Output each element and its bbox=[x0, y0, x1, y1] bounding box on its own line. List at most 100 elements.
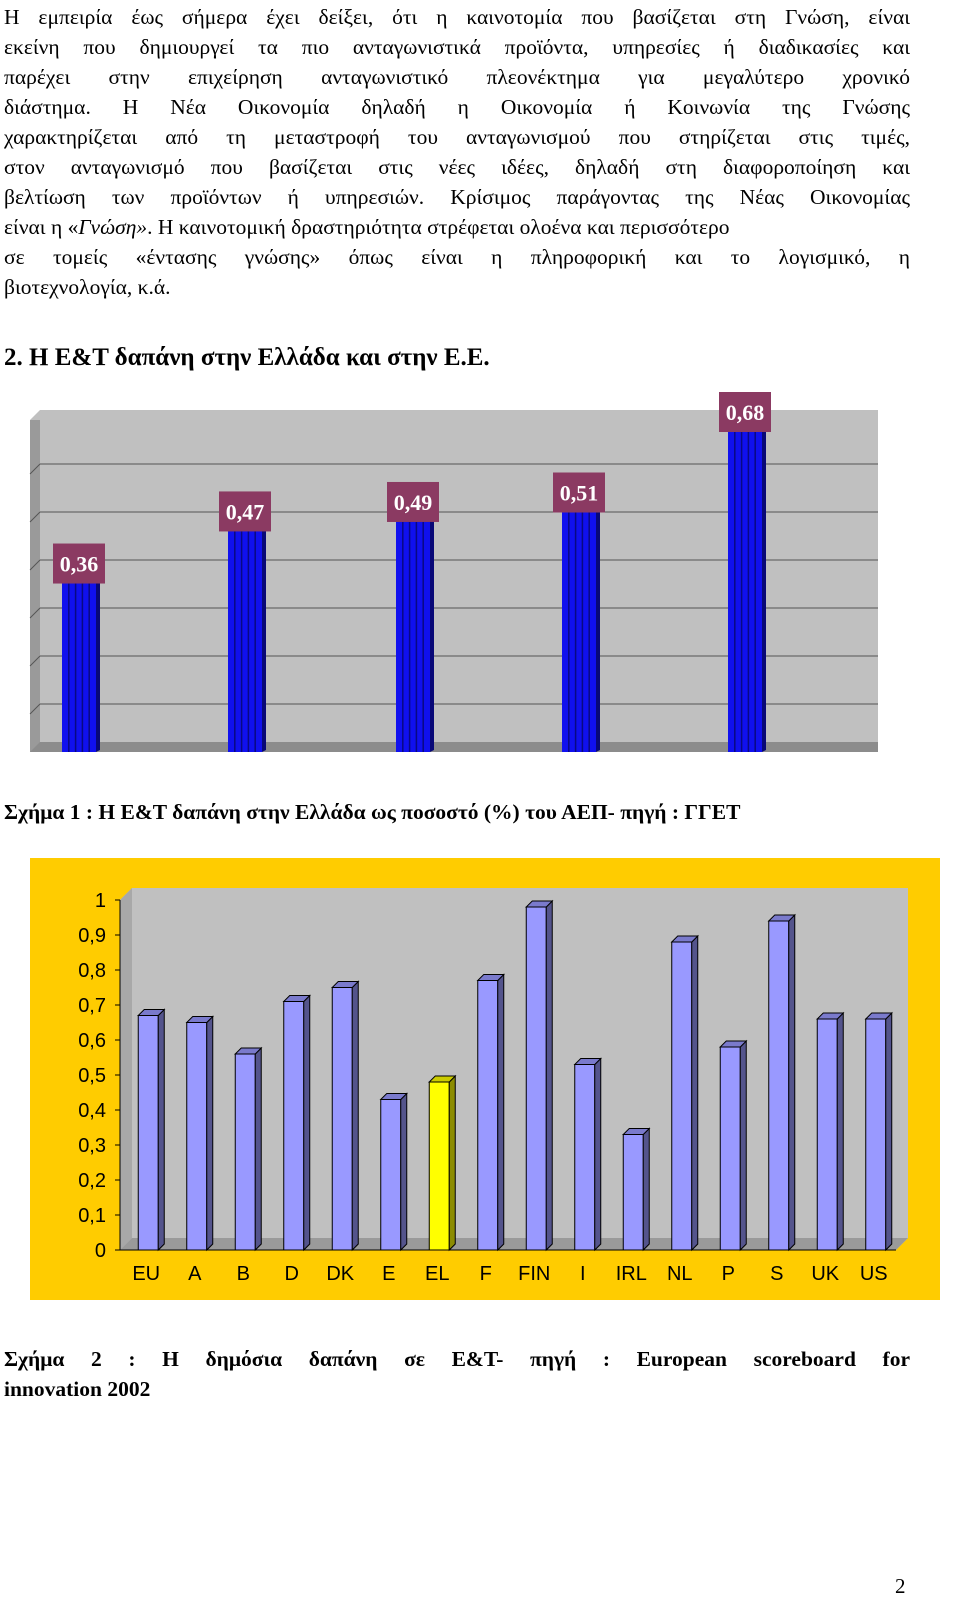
bar-top bbox=[185, 1016, 214, 1023]
paragraph-line: στον ανταγωνισμό που βασίζεται στις νέες… bbox=[4, 155, 910, 179]
y-tick-label: 0,1 bbox=[78, 1205, 106, 1227]
bar-side bbox=[596, 506, 600, 752]
paragraph-text: . Η καινοτομική δραστηριότητα στρέφεται … bbox=[147, 215, 730, 239]
bar-group bbox=[670, 934, 699, 1252]
bar bbox=[574, 1064, 596, 1251]
paragraph-line: βιοτεχνολογία, κ.ά. bbox=[4, 275, 171, 299]
bar-group bbox=[137, 1008, 166, 1252]
bar-side bbox=[351, 980, 359, 1252]
bar-top bbox=[137, 1009, 166, 1016]
bar bbox=[562, 510, 596, 752]
caption-line: Σχήμα 2 : Η δημόσια δαπάνη σε Ε&Τ- πηγή … bbox=[4, 1347, 910, 1371]
paragraph-text: είναι η « bbox=[4, 215, 79, 239]
plot-floor bbox=[120, 1238, 908, 1250]
bar bbox=[865, 1018, 887, 1251]
bar-side bbox=[642, 1127, 650, 1252]
bar-side bbox=[762, 426, 766, 752]
data-label: 0,68 bbox=[726, 400, 765, 425]
bar-group bbox=[185, 1015, 214, 1252]
bar-side bbox=[96, 577, 100, 752]
bar bbox=[728, 430, 762, 752]
y-tick-label: 0,6 bbox=[78, 1030, 106, 1052]
data-label: 0,51 bbox=[560, 481, 599, 506]
data-label: 0,49 bbox=[394, 490, 433, 515]
bar-top bbox=[282, 995, 311, 1002]
data-label: 0,47 bbox=[226, 499, 265, 524]
bar bbox=[428, 1081, 450, 1251]
data-label-box bbox=[219, 491, 271, 532]
bar-side bbox=[691, 934, 699, 1252]
paragraph-line: χαρακτηρίζεται από τη μεταστροφή του αντ… bbox=[4, 125, 910, 149]
paragraph-line: Η εμπειρία έως σήμερα έχει δείξει, ότι η… bbox=[4, 5, 910, 29]
x-tick-label: F bbox=[480, 1263, 492, 1285]
bar-group bbox=[331, 980, 360, 1252]
y-tick-label: 0,4 bbox=[78, 1100, 106, 1122]
bar-side bbox=[254, 1046, 262, 1252]
bar bbox=[525, 906, 547, 1251]
paragraph-line: εκείνη που δημιουργεί τα πιο ανταγωνιστι… bbox=[4, 35, 910, 59]
bar bbox=[719, 1046, 741, 1251]
data-label: 0,36 bbox=[60, 552, 99, 577]
intro-paragraph: Η εμπειρία έως σήμερα έχει δείξει, ότι η… bbox=[4, 2, 910, 302]
bar-group bbox=[476, 973, 505, 1252]
x-tick-label: EU bbox=[132, 1263, 160, 1285]
y-tick-label: 0,8 bbox=[78, 960, 106, 982]
bar-side bbox=[739, 1039, 747, 1252]
bar-top bbox=[719, 1040, 748, 1048]
bar-group bbox=[573, 1057, 602, 1252]
figure-1-caption: Σχήμα 1 : Η Ε&Τ δαπάνη στην Ελλάδα ως πο… bbox=[4, 800, 741, 824]
y-tick-label: 0,2 bbox=[78, 1170, 106, 1192]
gridline bbox=[29, 511, 41, 523]
bar-side bbox=[836, 1011, 844, 1252]
x-tick-label: FIN bbox=[518, 1263, 550, 1285]
x-tick-label: US bbox=[860, 1263, 888, 1285]
x-tick-label: DK bbox=[326, 1263, 354, 1285]
section-heading: 2. Η Ε&Τ δαπάνη στην Ελλάδα και στην Ε.Ε… bbox=[4, 344, 490, 371]
figure-2-caption: Σχήμα 2 : Η δημόσια δαπάνη σε Ε&Τ- πηγή … bbox=[4, 1344, 910, 1404]
bar-group: 0,49 bbox=[387, 481, 439, 752]
bar bbox=[477, 980, 499, 1251]
bar-group: 0,51 bbox=[553, 472, 605, 752]
page-number: 2 bbox=[895, 1574, 906, 1598]
bar bbox=[234, 1053, 256, 1251]
bar-side bbox=[303, 994, 311, 1252]
plot-side-wall bbox=[30, 420, 40, 752]
y-tick-label: 0,9 bbox=[78, 925, 106, 947]
bar bbox=[396, 519, 430, 752]
paragraph-line: παρέχει στην επιχείρηση ανταγωνιστικό πλ… bbox=[4, 65, 910, 89]
bar-side bbox=[448, 1074, 456, 1252]
x-tick-label: EL bbox=[425, 1263, 449, 1285]
bar bbox=[671, 941, 693, 1251]
y-tick-label: 0,5 bbox=[78, 1065, 106, 1087]
bar-top bbox=[525, 900, 554, 908]
bar-group bbox=[282, 994, 311, 1252]
bar-group bbox=[816, 1011, 845, 1252]
bar-group bbox=[622, 1127, 651, 1252]
bar bbox=[622, 1134, 644, 1251]
bar bbox=[768, 920, 790, 1251]
bar-group bbox=[525, 899, 554, 1252]
data-label-box bbox=[553, 472, 605, 513]
bar-side bbox=[788, 913, 796, 1252]
data-label-box bbox=[387, 481, 439, 522]
gridline bbox=[29, 559, 41, 571]
paragraph-line: σε τομείς «έντασης γνώσης» όπως είναι η … bbox=[4, 245, 910, 269]
y-tick-label: 0 bbox=[95, 1240, 106, 1262]
bar-side bbox=[497, 973, 505, 1252]
x-tick-label: IRL bbox=[616, 1263, 647, 1285]
bar-group bbox=[234, 1046, 263, 1252]
bar bbox=[228, 529, 262, 752]
bar-side bbox=[206, 1015, 214, 1252]
bar bbox=[816, 1018, 838, 1251]
bar-top bbox=[767, 914, 796, 922]
bar-top bbox=[816, 1012, 845, 1020]
gridline bbox=[29, 607, 41, 619]
bar-top bbox=[476, 974, 505, 981]
data-label-box bbox=[53, 543, 105, 584]
bar-side bbox=[885, 1011, 893, 1252]
x-tick-label: UK bbox=[811, 1263, 839, 1285]
bar-top bbox=[622, 1128, 651, 1135]
bar-top bbox=[379, 1093, 408, 1100]
y-tick-label: 0,3 bbox=[78, 1135, 106, 1157]
